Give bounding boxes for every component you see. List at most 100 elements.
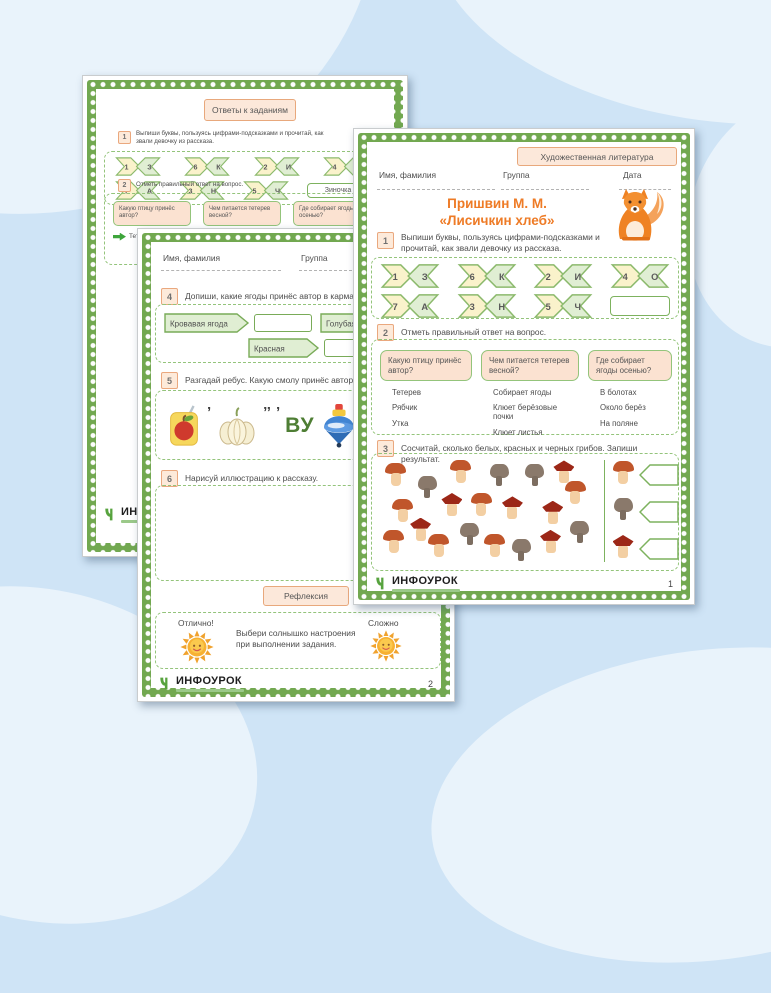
count-answer-tag	[639, 500, 679, 523]
mushroom-red	[612, 535, 634, 562]
mushroom-white	[385, 462, 407, 490]
task-number: 3	[377, 440, 394, 457]
task-text: Выпиши буквы, пользуясь цифрами-подсказк…	[401, 232, 600, 253]
infourok-logo: ИНФОУРОК	[159, 676, 244, 692]
task-text: Допиши, какие ягоды принёс автор в карма…	[185, 291, 366, 301]
mushroom-field	[376, 456, 600, 568]
spinning-top-icon	[323, 403, 354, 448]
infourok-logo-icon	[376, 577, 384, 590]
mushroom-black	[569, 520, 591, 548]
write-line	[619, 188, 671, 190]
question-column: Какую птицу принёс автор? Тетерев Рябчик У…	[380, 350, 472, 437]
fox-illustration	[618, 189, 664, 241]
answer-option: Утка	[392, 418, 409, 428]
letter-chevron-pair: 4 О	[610, 264, 670, 288]
background-swoosh	[413, 617, 771, 993]
reflection-instruction: Выбери солнышко настроения при выполнени…	[236, 628, 356, 649]
svg-text:З: З	[147, 164, 152, 172]
mushroom-white	[612, 461, 634, 488]
svg-text:2: 2	[546, 272, 551, 282]
svg-text:1: 1	[393, 272, 398, 282]
svg-text:6: 6	[194, 164, 198, 172]
answer-option: Около берёз	[600, 403, 646, 413]
task-text: Нарисуй иллюстрацию к рассказу.	[185, 473, 319, 483]
svg-text:А: А	[421, 302, 428, 312]
question-column: Где собирает ягоды осенью? В болотах Окол…	[588, 350, 672, 437]
letter-chevron-pair: 2 И	[533, 264, 593, 288]
letter-chevron-pair: 6 К	[457, 264, 517, 288]
svg-text:5: 5	[253, 188, 257, 196]
svg-text:4: 4	[332, 164, 336, 172]
svg-text:К: К	[499, 272, 505, 282]
legend-row	[612, 530, 679, 567]
infourok-logo-text: ИНФОУРОК	[176, 675, 243, 687]
name-label: Имя, фамилия	[379, 170, 437, 180]
task-text: Отметь правильный ответ на вопрос.	[136, 181, 244, 188]
task-text: Выпиши буквы, пользуясь цифрами-подсказк…	[136, 130, 324, 145]
reflection-left-label: Отлично!	[178, 618, 214, 628]
mushroom-black	[488, 463, 510, 491]
mushroom-black	[416, 476, 438, 503]
write-line	[501, 188, 589, 190]
task-text: Разгадай ребус. Какую смолу принёс автор…	[185, 375, 358, 385]
task1-work-area: 1 З 6 К 2 И 4 О 7 А 3 Н 5 Ч	[371, 257, 679, 319]
write-line	[377, 188, 495, 190]
infourok-logo-icon	[160, 677, 168, 690]
sun-hard-icon	[370, 630, 402, 662]
mushroom-red	[410, 517, 432, 545]
page-number: 2	[427, 679, 433, 689]
svg-text:7: 7	[393, 302, 398, 312]
write-line	[161, 269, 281, 271]
mushroom-white	[383, 529, 405, 557]
svg-text:1: 1	[125, 164, 129, 172]
svg-text:5: 5	[546, 302, 551, 312]
task-number: 2	[377, 324, 394, 341]
rebus-mark: ’	[275, 404, 281, 421]
mushroom-black	[612, 498, 634, 525]
answer-option: На поляне	[600, 418, 638, 428]
legend-row	[612, 456, 679, 493]
svg-text:Н: Н	[498, 302, 505, 312]
letter-chevron-pair: 1 З	[380, 264, 440, 288]
question-box: Какую птицу принёс автор?	[113, 201, 191, 226]
mushroom-legend	[612, 456, 679, 567]
legend-row	[612, 493, 679, 530]
svg-text:А: А	[147, 188, 152, 196]
berry-arrow-label: Кровавая ягода	[164, 313, 250, 333]
task2-work-area: Какую птицу принёс автор? Тетерев Рябчик У…	[371, 339, 679, 437]
worksheet-title: Пришвин М. М. «Лисичкин хлеб»	[395, 196, 599, 229]
reflection-area: Отлично! Выбери солнышко настроения при …	[155, 612, 441, 669]
svg-text:О: О	[651, 272, 658, 282]
page-number: 1	[667, 579, 673, 589]
task-number: 1	[118, 131, 131, 144]
task-text: Отметь правильный ответ на вопрос.	[401, 327, 547, 337]
mushroom-red	[542, 500, 564, 528]
letter-chevron-pair: 7 А	[380, 294, 440, 318]
mushroom-white	[564, 480, 586, 508]
task-number: 1	[377, 232, 394, 249]
task1-answer-box	[609, 296, 670, 316]
berry-arrow-label: Красная	[248, 338, 320, 358]
correct-answer-arrow-icon	[113, 232, 126, 241]
legend-divider	[604, 460, 605, 562]
reflection-right-label: Сложно	[368, 618, 399, 628]
question-box: Чем питается тетерев весной?	[481, 350, 579, 382]
mushroom-white	[392, 498, 414, 526]
svg-text:К: К	[217, 164, 222, 172]
letter-chevron-pair: 5 Ч	[243, 181, 289, 200]
mushroom-red	[540, 529, 562, 557]
mushroom-white	[450, 460, 472, 487]
letter-chevron-pair: 5 Ч	[533, 294, 593, 318]
task3-work-area	[371, 453, 679, 571]
rebus-mark: ’	[207, 404, 212, 421]
rebus-letters: ВУ	[285, 413, 315, 437]
question-box: Какую птицу принёс автор?	[380, 350, 472, 382]
answer-option: Клюет берёзовые почки	[493, 403, 558, 422]
svg-text:4: 4	[623, 272, 629, 282]
letter-chevron-pair: 3 Н	[457, 294, 517, 318]
garlic-icon	[219, 406, 255, 445]
name-label: Имя, фамилия	[163, 253, 221, 263]
reflection-header: Рефлексия	[263, 586, 349, 606]
mushroom-red	[553, 460, 575, 487]
date-label: Дата	[623, 170, 642, 180]
